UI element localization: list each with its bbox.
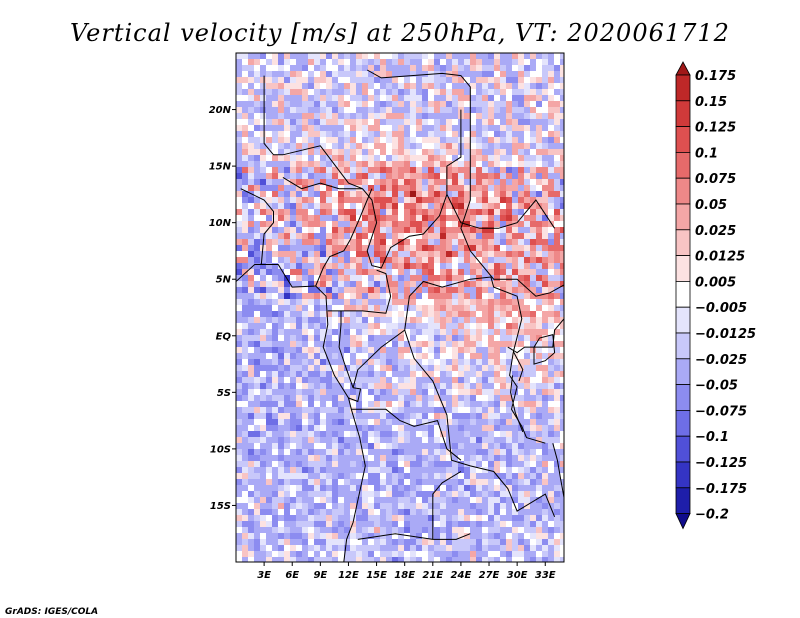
colorbar-swatch — [675, 177, 691, 205]
colorbar-label: −0.025 — [695, 353, 747, 368]
velocity-field — [236, 53, 564, 562]
x-tick-label: 33E — [535, 570, 556, 581]
colorbar-label: 0.125 — [695, 121, 736, 136]
colorbar-label: 0.05 — [695, 198, 727, 213]
colorbar-label: −0.1 — [695, 430, 729, 445]
y-tick-label: 15N — [209, 162, 232, 173]
y-tick-label: 15S — [210, 501, 231, 512]
colorbar-label: −0.0125 — [695, 327, 756, 342]
y-axis-ticks: 20N 15N 10N 5N EQ 5S 10S 15S — [209, 105, 236, 512]
colorbar-swatch — [675, 487, 691, 514]
colorbar-label: −0.005 — [695, 301, 747, 316]
x-tick-label: 12E — [338, 570, 359, 581]
chart-title: Vertical velocity [m/s] at 250hPa, VT: 2… — [70, 19, 730, 47]
y-tick-label: 10N — [209, 218, 232, 229]
x-tick-label: 27E — [479, 570, 500, 581]
colorbar-cap-top — [675, 61, 691, 76]
colorbar-swatch — [675, 409, 691, 437]
colorbar-label: 0.075 — [695, 172, 736, 187]
colorbar-cap-bottom — [675, 513, 691, 530]
colorbar-swatch — [675, 203, 691, 231]
colorbar-swatch — [675, 126, 691, 153]
y-tick-label: 20N — [209, 105, 232, 116]
x-tick-label: 21E — [422, 570, 443, 581]
colorbar-label: −0.075 — [695, 404, 747, 419]
x-tick-label: 18E — [394, 570, 415, 581]
y-tick-label: EQ — [216, 331, 232, 342]
coastline-boundaries — [236, 69, 564, 562]
map-frame — [235, 52, 565, 563]
grads-credit: GrADS: IGES/COLA — [5, 607, 98, 617]
colorbar-swatch — [675, 229, 691, 257]
colorbar-label: 0.005 — [695, 275, 736, 290]
colorbar-swatch — [675, 358, 691, 385]
colorbar-swatch — [675, 100, 691, 128]
colorbar-label: −0.125 — [695, 456, 747, 471]
colorbar-swatch — [675, 280, 691, 308]
colorbar-swatch — [675, 332, 691, 360]
colorbar-label: 0.1 — [695, 146, 718, 161]
colorbar-label: −0.175 — [695, 482, 747, 497]
colorbar-swatch — [675, 384, 691, 411]
colorbar-swatch — [675, 255, 691, 282]
colorbar: 0.175 0.15 0.125 0.1 0.075 0.05 0.025 0.0125 0.0… — [675, 61, 756, 530]
colorbar-swatch — [675, 461, 691, 489]
y-tick-label: 5S — [217, 388, 231, 399]
colorbar-label: 0.0125 — [695, 250, 745, 265]
colorbar-swatch — [675, 306, 691, 334]
colorbar-swatch — [675, 74, 691, 102]
x-tick-label: 30E — [507, 570, 528, 581]
x-tick-label: 15E — [366, 570, 387, 581]
x-tick-label: 9E — [313, 570, 327, 581]
colorbar-swatch — [675, 435, 691, 463]
colorbar-label: −0.05 — [695, 379, 738, 394]
x-axis-ticks: 3E 6E 9E 12E 15E 18E 21E 24E 27E 30E 33E — [257, 562, 556, 581]
x-tick-label: 6E — [285, 570, 299, 581]
x-tick-label: 3E — [257, 570, 271, 581]
colorbar-label: −0.2 — [695, 508, 729, 523]
colorbar-label: 0.175 — [695, 69, 736, 84]
colorbar-swatch — [675, 151, 691, 179]
y-tick-label: 5N — [216, 275, 232, 286]
y-tick-label: 10S — [210, 444, 231, 455]
x-tick-label: 24E — [451, 570, 472, 581]
colorbar-label: 0.15 — [695, 95, 727, 110]
colorbar-label: 0.025 — [695, 224, 736, 239]
